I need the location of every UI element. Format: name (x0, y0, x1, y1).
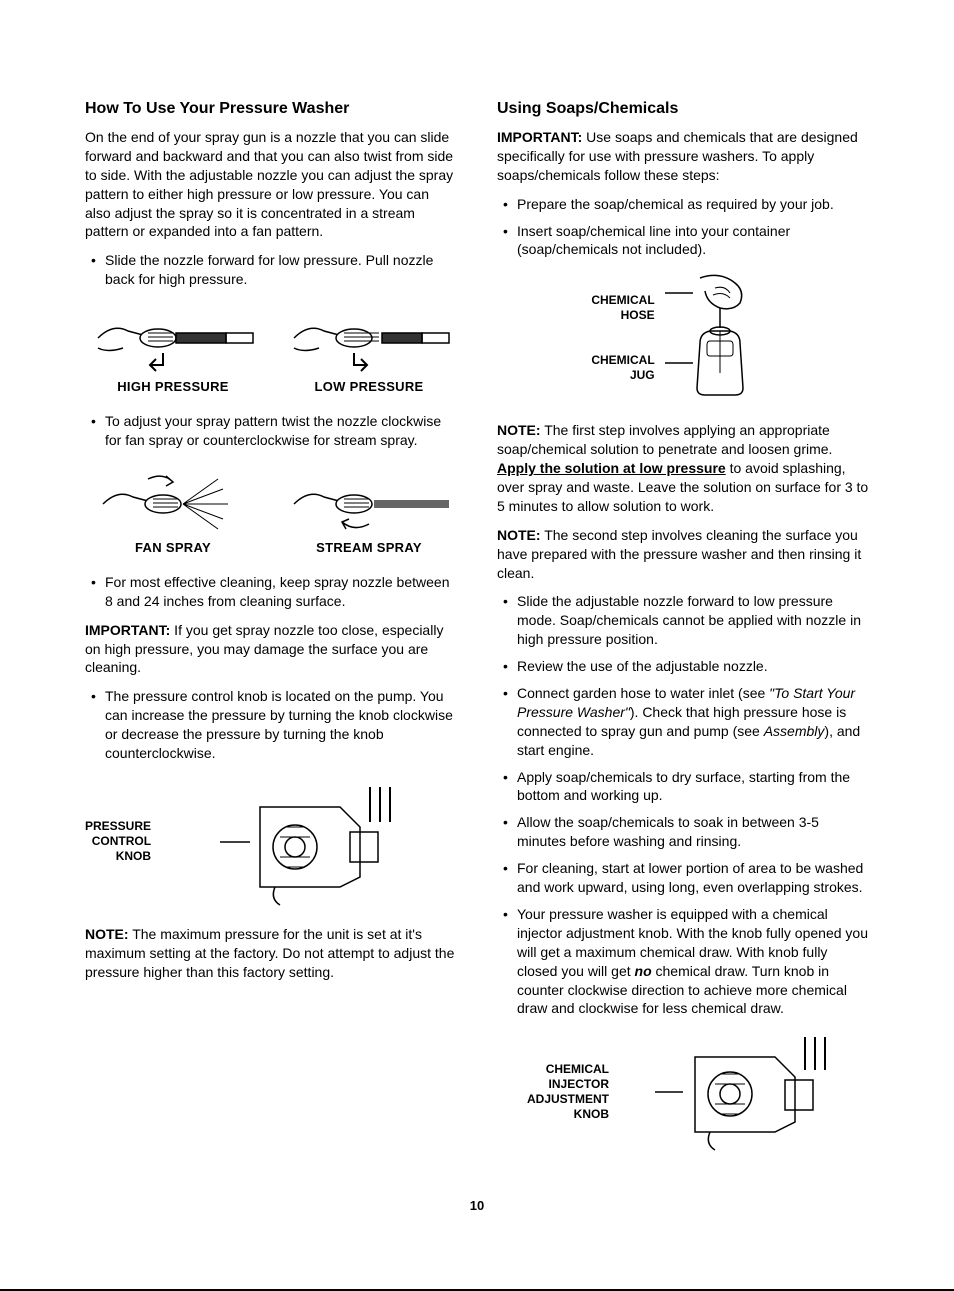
two-column-layout: How To Use Your Pressure Washer On the e… (85, 100, 869, 1170)
note-text: The maximum pressure for the unit is set… (85, 926, 454, 980)
note1-text-a: The first step involves applying an appr… (497, 422, 832, 457)
high-pressure-nozzle-icon (88, 303, 258, 373)
manual-page: How To Use Your Pressure Washer On the e… (0, 0, 954, 1253)
left-list-4: The pressure control knob is located on … (85, 687, 457, 763)
right-bullet-7: Allow the soap/chemicals to soak in betw… (497, 813, 869, 851)
pressure-knob-label: PRESSURE CONTROL KNOB (85, 819, 151, 864)
left-bullet-3: For most effective cleaning, keep spray … (85, 573, 457, 611)
fan-spray-figure: FAN SPRAY (85, 464, 261, 555)
left-note: NOTE: The maximum pressure for the unit … (85, 925, 457, 982)
spray-pattern-figure: FAN SPRAY STREAM SPRAY (85, 464, 457, 555)
chemical-jug-label: CHEMICAL JUG (591, 353, 654, 383)
note1-underline: Apply the solution at low pressure (497, 460, 726, 476)
right-bullet-2: Insert soap/chemical line into your cont… (497, 222, 869, 260)
page-number: 10 (85, 1198, 869, 1213)
left-heading: How To Use Your Pressure Washer (85, 100, 457, 118)
left-intro: On the end of your spray gun is a nozzle… (85, 128, 457, 241)
right-important: IMPORTANT: Use soaps and chemicals that … (497, 128, 869, 185)
right-heading: Using Soaps/Chemicals (497, 100, 869, 118)
stream-spray-caption: STREAM SPRAY (281, 540, 457, 555)
left-bullet-1: Slide the nozzle forward for low pressur… (85, 251, 457, 289)
right-list-1: Prepare the soap/chemical as required by… (497, 195, 869, 260)
left-bullet-4: The pressure control knob is located on … (85, 687, 457, 763)
right-bullet-3: Slide the adjustable nozzle forward to l… (497, 592, 869, 649)
left-list-2: To adjust your spray pattern twist the n… (85, 412, 457, 450)
note-label: NOTE: (85, 926, 129, 942)
high-pressure-caption: HIGH PRESSURE (85, 379, 261, 394)
note1-label: NOTE: (497, 422, 541, 438)
right-column: Using Soaps/Chemicals IMPORTANT: Use soa… (497, 100, 869, 1170)
high-pressure-figure: HIGH PRESSURE (85, 303, 261, 394)
left-list-3: For most effective cleaning, keep spray … (85, 573, 457, 611)
chemical-injector-knob-figure: CHEMICAL INJECTOR ADJUSTMENT KNOB (497, 1032, 869, 1152)
chemical-injector-knob-icon (655, 1032, 835, 1152)
pressure-control-knob-icon (220, 777, 400, 907)
right-bullet-1: Prepare the soap/chemical as required by… (497, 195, 869, 214)
left-column: How To Use Your Pressure Washer On the e… (85, 100, 457, 1170)
chemical-hose-label: CHEMICAL HOSE (591, 293, 654, 323)
stream-spray-figure: STREAM SPRAY (281, 464, 457, 555)
important-label: IMPORTANT: (85, 622, 170, 638)
chemical-jug-icon (665, 273, 775, 403)
stream-spray-icon (284, 464, 454, 534)
left-important: IMPORTANT: If you get spray nozzle too c… (85, 621, 457, 678)
left-list-1: Slide the nozzle forward for low pressur… (85, 251, 457, 289)
note2-text: The second step involves cleaning the su… (497, 527, 861, 581)
low-pressure-figure: LOW PRESSURE (281, 303, 457, 394)
right-bullet-9: Your pressure washer is equipped with a … (497, 905, 869, 1018)
right-bullet-4: Review the use of the adjustable nozzle. (497, 657, 869, 676)
low-pressure-caption: LOW PRESSURE (281, 379, 457, 394)
nozzle-pressure-figure: HIGH PRESSURE LOW P (85, 303, 457, 394)
right-note-2: NOTE: The second step involves cleaning … (497, 526, 869, 583)
chemical-injector-knob-label: CHEMICAL INJECTOR ADJUSTMENT KNOB (527, 1062, 609, 1122)
right-bullet-8: For cleaning, start at lower portion of … (497, 859, 869, 897)
left-bullet-2: To adjust your spray pattern twist the n… (85, 412, 457, 450)
right-note-1: NOTE: The first step involves applying a… (497, 421, 869, 515)
right-bullet-6: Apply soap/chemicals to dry surface, sta… (497, 768, 869, 806)
fan-spray-icon (88, 464, 258, 534)
right-important-label: IMPORTANT: (497, 129, 582, 145)
pressure-control-knob-figure: PRESSURE CONTROL KNOB (85, 777, 457, 907)
low-pressure-nozzle-icon (284, 303, 454, 373)
right-list-2: Slide the adjustable nozzle forward to l… (497, 592, 869, 1018)
note2-label: NOTE: (497, 527, 541, 543)
chemical-jug-figure: CHEMICAL HOSE CHEMICAL JUG (497, 273, 869, 403)
fan-spray-caption: FAN SPRAY (85, 540, 261, 555)
right-bullet-5: Connect garden hose to water inlet (see … (497, 684, 869, 760)
